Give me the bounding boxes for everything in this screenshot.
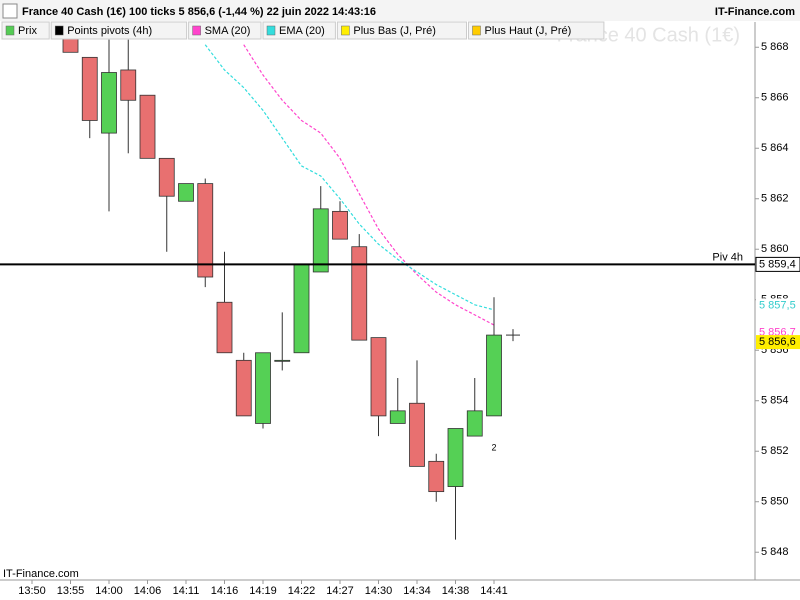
y-tick-label: 5 864: [761, 142, 789, 154]
price-tag: 5 856,6: [759, 336, 796, 348]
icon: [2, 3, 18, 19]
legend-swatch: [341, 25, 350, 36]
x-tick-label: 14:22: [288, 585, 316, 597]
x-tick-label: 14:16: [211, 585, 239, 597]
x-tick-label: 14:11: [173, 585, 200, 597]
candle-body: [255, 352, 271, 424]
footer: IT-Finance.com: [3, 568, 79, 580]
candle-body: [312, 208, 329, 273]
y-tick-label: 5 860: [761, 243, 789, 255]
x-tick-label: 13:50: [18, 585, 46, 597]
pivot-label: Piv 4h: [712, 251, 743, 263]
legend-label: Plus Bas (J, Pré): [353, 25, 436, 37]
legend-label: Prix: [18, 25, 37, 37]
legend-item: [50, 21, 188, 40]
x-tick-label: 13:55: [57, 585, 85, 597]
legend-item: [262, 21, 336, 40]
candle-body: [216, 301, 233, 354]
candle-body: [293, 263, 310, 354]
candle-body: [428, 460, 445, 493]
annotation: 2: [491, 442, 496, 452]
price-tag: 5 857,5: [759, 299, 796, 311]
candle-body: [351, 246, 368, 341]
legend-label: EMA (20): [279, 25, 325, 37]
y-tick-label: 5 848: [761, 546, 789, 558]
indicator-line: [204, 44, 495, 311]
y-tick-label: 5 850: [761, 496, 789, 508]
price-tag-bg: [756, 298, 800, 313]
plot-area: [62, 32, 520, 540]
legend-swatch: [5, 25, 15, 36]
candle-body: [81, 56, 98, 121]
legend-item: [336, 21, 467, 40]
candle-body: [120, 69, 137, 101]
candle-body: [389, 410, 406, 424]
x-tick-label: 14:06: [134, 585, 162, 597]
x-tick-label: 14:19: [249, 585, 277, 597]
legend-label: SMA (20): [205, 25, 251, 37]
pivot-tag: 5 859,4: [759, 258, 796, 270]
legend-swatch: [192, 25, 201, 36]
x-tick-label: 14:34: [403, 585, 431, 597]
candle-body: [178, 183, 194, 202]
x-tick-label: 14:27: [326, 585, 354, 597]
candle-body: [235, 359, 252, 417]
x-tick-label: 14:00: [95, 585, 123, 597]
x-tick-label: 14:30: [365, 585, 393, 597]
x-tick-label: 14:38: [442, 585, 470, 597]
candle-body: [409, 402, 425, 467]
site: IT-Finance.com: [715, 6, 795, 18]
candle-body: [447, 428, 464, 487]
candle-body: [486, 334, 502, 417]
candle-body: [370, 337, 387, 417]
legend-item: [468, 21, 605, 40]
x-tick-label: 14:41: [480, 585, 508, 597]
legend-swatch: [472, 25, 481, 36]
header: France 40 Cash (1€) 100 ticks 5 856,6 (-…: [22, 6, 376, 18]
header-bar: [0, 0, 800, 21]
legend-item: [188, 21, 262, 40]
indicator-line: [243, 44, 495, 326]
legend: Prix Points pivots (4h) SMA (20) EMA (20) Pl…: [1, 21, 605, 40]
pivot-tag-bg: [755, 256, 800, 272]
y-tick-label: 5 868: [761, 41, 789, 53]
legend-label: Plus Haut (J, Pré): [485, 25, 572, 37]
candle-body: [197, 183, 214, 278]
price-tag-bg: [756, 335, 800, 350]
legend-label: Points pivots (4h): [67, 25, 152, 37]
y-tick-label: 5 862: [761, 193, 789, 205]
candle-body: [332, 210, 348, 240]
candle-body: [139, 94, 156, 159]
candle-body: [101, 72, 117, 134]
legend-swatch: [266, 25, 276, 36]
candle-body: [466, 410, 483, 437]
candle-body: [274, 359, 291, 362]
y-tick-label: 5 854: [761, 395, 789, 407]
legend-swatch: [54, 25, 64, 36]
candle-body: [158, 157, 175, 197]
y-tick-label: 5 866: [761, 92, 789, 104]
y-tick-label: 5 852: [761, 445, 789, 457]
